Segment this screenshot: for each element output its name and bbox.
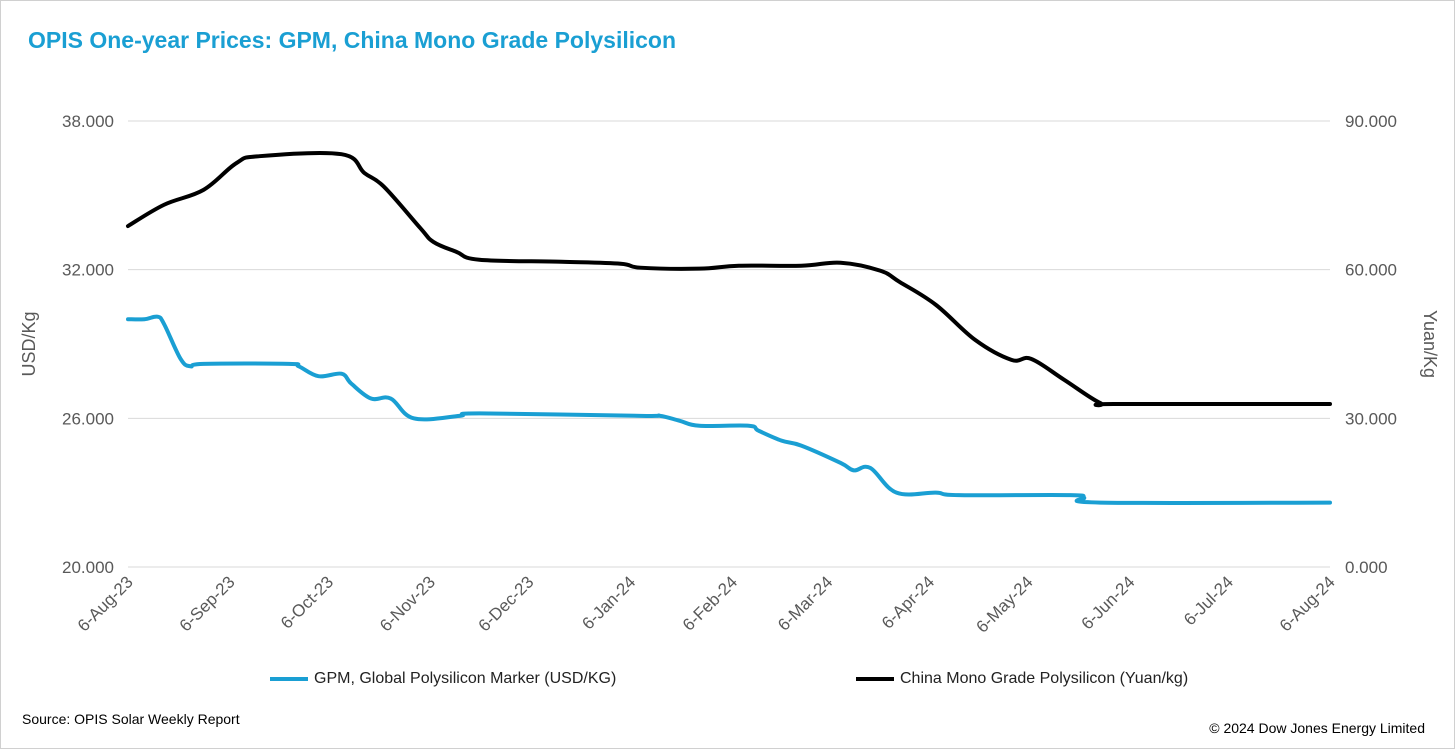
x-tick-label: 6-Jan-24	[578, 572, 639, 633]
y-tick-label: 20.000	[62, 558, 114, 577]
y2-tick-label: 60.000	[1345, 261, 1397, 280]
x-tick-label: 6-Oct-23	[277, 572, 337, 632]
legend-label-china-mono: China Mono Grade Polysilicon (Yuan/kg)	[900, 670, 1189, 687]
y-axis-label: USD/Kg	[19, 311, 39, 376]
y2-tick-label: 90.000	[1345, 112, 1397, 131]
x-tick-label: 6-Feb-24	[679, 572, 741, 634]
x-tick-label: 6-Nov-23	[376, 572, 439, 635]
source-note: Source: OPIS Solar Weekly Report	[22, 711, 240, 727]
y2-tick-label: 30.000	[1345, 409, 1397, 428]
legend-item-gpm: GPM, Global Polysilicon Marker (USD/KG)	[270, 670, 616, 688]
series-line-china-mono	[126, 150, 1332, 408]
y-tick-label: 26.000	[62, 409, 114, 428]
chart-title: OPIS One-year Prices: GPM, China Mono Gr…	[28, 27, 676, 53]
legend-swatch-gpm	[270, 677, 308, 681]
x-tick-label: 6-Jul-24	[1180, 572, 1237, 629]
x-tick-label: 6-Aug-24	[1276, 572, 1339, 635]
y-tick-label: 32.000	[62, 261, 114, 280]
series-line-gpm	[126, 314, 1332, 505]
y2-axis-label: Yuan/Kg	[1420, 310, 1440, 378]
copyright-note: © 2024 Dow Jones Energy Limited	[1209, 720, 1425, 736]
y-tick-label: 38.000	[62, 112, 114, 131]
legend-swatch-china-mono	[856, 677, 894, 681]
x-tick-label: 6-Aug-23	[74, 572, 137, 635]
x-tick-label: 6-Jun-24	[1078, 572, 1139, 633]
legend-label-gpm: GPM, Global Polysilicon Marker (USD/KG)	[314, 670, 617, 687]
legend-item-china-mono: China Mono Grade Polysilicon (Yuan/kg)	[856, 670, 1188, 688]
x-tick-label: 6-Sep-23	[176, 572, 239, 635]
x-tick-label: 6-Apr-24	[878, 572, 938, 632]
x-tick-label: 6-Mar-24	[774, 572, 836, 634]
x-tick-label: 6-May-24	[972, 572, 1036, 636]
y2-tick-label: 0.000	[1345, 558, 1388, 577]
x-tick-label: 6-Dec-23	[475, 572, 538, 635]
